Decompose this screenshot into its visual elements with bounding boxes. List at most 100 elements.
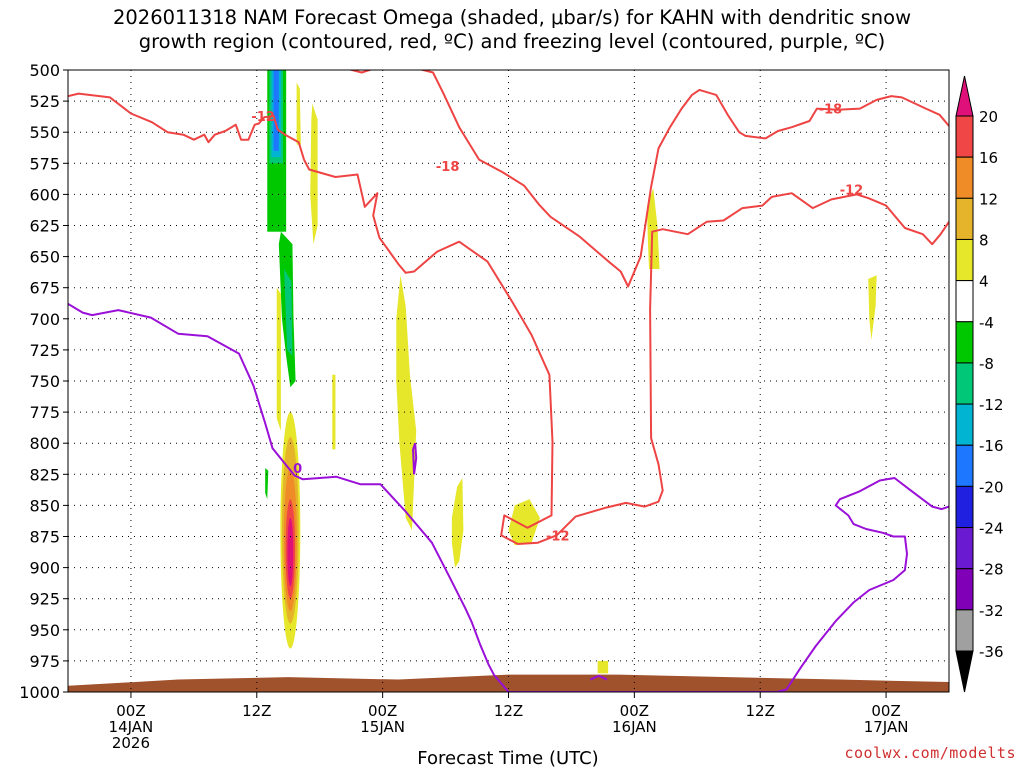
- colorbar-segment: [955, 527, 974, 570]
- colorbar-segment: [955, 444, 974, 487]
- y-tick-label: 775: [29, 403, 60, 422]
- credit-text: coolwx.com/modelts: [844, 744, 1016, 762]
- omega-streak: [310, 103, 318, 245]
- y-tick-label: 550: [29, 123, 60, 142]
- colorbar-label: -28: [979, 561, 1004, 579]
- y-tick-label: 525: [29, 92, 60, 111]
- y-tick-label: 975: [29, 652, 60, 671]
- x-tick-label: 12Z: [746, 702, 775, 720]
- y-tick-label: 575: [29, 154, 60, 173]
- colorbar-label: -8: [979, 355, 994, 373]
- colorbar-label: -4: [979, 314, 994, 332]
- y-axis: 500 525 550 575 600 625 650 675 700 725 750 775 800 8…: [19, 61, 68, 702]
- colorbar-label: 8: [979, 231, 989, 249]
- y-tick-label: 600: [29, 185, 60, 204]
- contour-label: -18: [436, 160, 460, 175]
- y-tick-label: 700: [29, 310, 60, 329]
- colorbar-label: -24: [979, 520, 1004, 538]
- colorbar-segment: [955, 403, 974, 446]
- y-tick-label: 800: [29, 434, 60, 453]
- omega-upward-small: [265, 468, 269, 500]
- colorbar-label: 20: [979, 108, 998, 126]
- colorbar-segment: [955, 568, 974, 611]
- colorbar-label: -20: [979, 478, 1004, 496]
- colorbar-label: -36: [979, 643, 1004, 661]
- y-tick-label: 725: [29, 341, 60, 360]
- contour-line: [347, 70, 949, 288]
- x-tick-label: 2026: [112, 734, 150, 752]
- colorbar-segment: [955, 280, 974, 323]
- omega-downward-weak: [868, 275, 877, 340]
- contour-line: [68, 92, 949, 545]
- y-tick-label: 650: [29, 248, 60, 267]
- y-tick-label: 750: [29, 372, 60, 391]
- omega-downward-weak: [396, 275, 417, 531]
- omega-downward-weak: [451, 478, 464, 568]
- colorbar-segment: [955, 156, 974, 199]
- omega-band: [273, 70, 279, 151]
- terrain-surface: [68, 674, 949, 692]
- y-tick-label: 925: [29, 590, 60, 609]
- y-tick-label: 675: [29, 279, 60, 298]
- x-tick-label: 14JAN: [109, 718, 154, 736]
- y-tick-label: 625: [29, 217, 60, 236]
- colorbar-label: -16: [979, 437, 1004, 455]
- colorbar-label: 4: [979, 273, 989, 291]
- chart-title-line2: growth region (contoured, red, ºC) and f…: [138, 30, 886, 53]
- omega-streak: [276, 287, 281, 431]
- colorbar-segment: [955, 362, 974, 405]
- contour-line: [68, 303, 949, 692]
- terrain-fill: [68, 674, 949, 692]
- y-tick-label: 900: [29, 559, 60, 578]
- colorbar: -36 -32 -28 -24 -20 -16 -12 -8 -4 4 8 12 16 20: [955, 75, 1004, 693]
- omega-downward-weak: [597, 660, 609, 674]
- omega-downward-weak: [646, 188, 660, 270]
- colorbar-segment: [955, 115, 974, 158]
- chart-title: 2026011318 NAM Forecast Omega (shaded, μ…: [0, 6, 1024, 54]
- colorbar-segment: [955, 485, 974, 529]
- colorbar-segment: [955, 609, 974, 652]
- grid-lines: [68, 70, 949, 692]
- contour-line: [412, 442, 418, 475]
- colorbar-bottom-arrow: [955, 650, 974, 693]
- colorbar-top-arrow: [955, 75, 974, 117]
- contour-labels: -12 -12 -12 -18 -18 0: [251, 103, 863, 545]
- colorbar-segment: [955, 321, 974, 364]
- colorbar-segment: [955, 197, 974, 240]
- omega-downward-weak: [508, 499, 540, 546]
- chart-title-line1: 2026011318 NAM Forecast Omega (shaded, μ…: [112, 6, 912, 29]
- contour-label: 0: [293, 462, 302, 477]
- contour-label: -12: [840, 183, 864, 198]
- x-tick-label: 15JAN: [360, 718, 405, 736]
- colorbar-label: 12: [979, 190, 998, 208]
- contour-label: -12: [251, 110, 275, 125]
- omega-shading: [265, 70, 877, 674]
- colorbar-label: -32: [979, 602, 1004, 620]
- omega-streak: [332, 374, 336, 450]
- x-tick-label: 12Z: [494, 702, 523, 720]
- contour-label: -12: [546, 529, 570, 544]
- colorbar-label: 16: [979, 149, 998, 167]
- omega-upward-teal: [284, 269, 293, 357]
- y-tick-label: 1000: [19, 683, 60, 702]
- contour-lines: [68, 70, 949, 692]
- omega-streak: [296, 82, 301, 145]
- colorbar-segment: [955, 238, 974, 282]
- contour-line: [589, 674, 608, 681]
- x-tick-label: 12Z: [242, 702, 271, 720]
- y-tick-label: 500: [29, 61, 60, 80]
- x-tick-label: 00Z: [871, 702, 900, 720]
- y-tick-label: 950: [29, 621, 60, 640]
- x-tick-label: 16JAN: [612, 718, 657, 736]
- x-tick-label: 00Z: [620, 702, 649, 720]
- x-tick-label: 17JAN: [864, 718, 909, 736]
- contour-label: -18: [819, 103, 843, 118]
- colorbar-label: -12: [979, 396, 1004, 414]
- x-axis-label: Forecast Time (UTC): [417, 748, 598, 768]
- y-tick-label: 825: [29, 465, 60, 484]
- y-tick-label: 875: [29, 528, 60, 547]
- y-tick-label: 850: [29, 496, 60, 515]
- x-tick-label: 00Z: [116, 702, 145, 720]
